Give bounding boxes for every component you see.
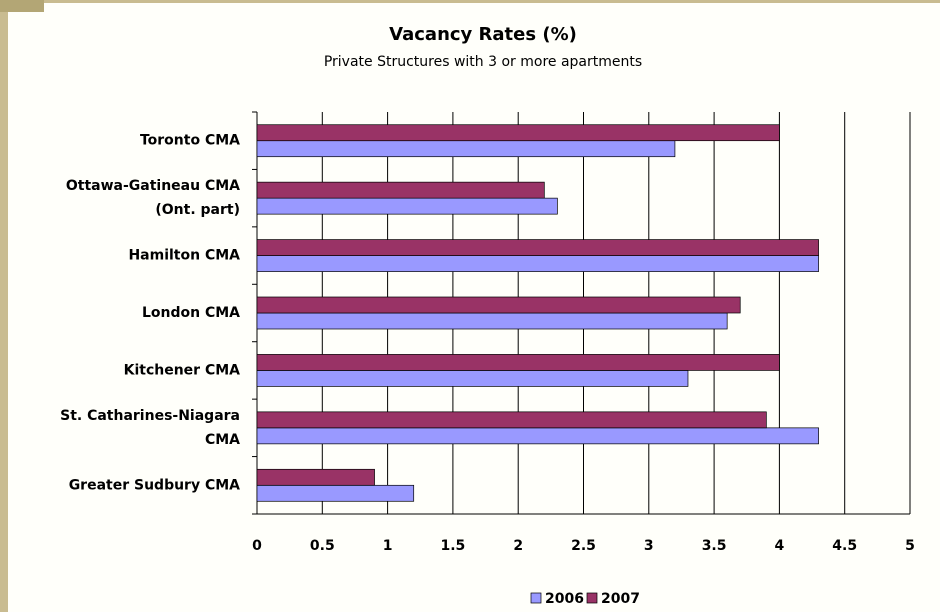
legend-swatch <box>586 592 598 604</box>
y-tick-label-line: Greater Sudbury CMA <box>69 477 240 493</box>
x-tick-label: 1 <box>383 538 393 554</box>
y-tick-label: Ottawa-Gatineau CMA (Ont. part) <box>66 178 240 218</box>
legend-swatch <box>530 592 542 604</box>
y-tick-label-line: Ottawa-Gatineau CMA <box>66 178 240 194</box>
x-tick-label: 1.5 <box>440 538 465 554</box>
x-tick-label: 4 <box>775 538 785 554</box>
y-tick-label: Kitchener CMA <box>124 362 241 378</box>
bar <box>256 427 819 445</box>
bar <box>256 239 819 256</box>
x-tick-label: 3.5 <box>702 538 727 554</box>
x-tick-label: 4.5 <box>832 538 857 554</box>
bar <box>256 140 676 158</box>
bar <box>256 411 767 429</box>
y-tick-label-line: London CMA <box>142 305 240 321</box>
bar <box>256 312 728 330</box>
bar <box>256 197 558 215</box>
y-tick-label-line: Toronto CMA <box>140 133 240 149</box>
frame-corner <box>0 0 44 12</box>
y-tick-label-line: Hamilton CMA <box>128 248 240 264</box>
legend-label: 2007 <box>601 591 640 607</box>
frame-top <box>0 0 940 3</box>
bar <box>256 296 741 314</box>
y-tick-label: St. Catharines-Niagara CMA <box>60 408 240 448</box>
y-tick-label: London CMA <box>142 305 240 321</box>
bar <box>256 354 780 371</box>
y-tick-label: Hamilton CMA <box>128 248 240 264</box>
bar <box>256 468 375 486</box>
y-tick-label: Greater Sudbury CMA <box>69 477 240 493</box>
frame-left <box>0 0 8 612</box>
y-tick-label-line: (Ont. part) <box>155 202 240 218</box>
x-tick-label: 0.5 <box>310 538 335 554</box>
y-tick-label-line: St. Catharines-Niagara <box>60 408 240 424</box>
bar <box>256 484 415 502</box>
y-tick-label-line: CMA <box>205 432 240 448</box>
bar <box>256 255 819 272</box>
x-tick-label: 3 <box>644 538 654 554</box>
x-tick-label: 2 <box>513 538 523 554</box>
bar <box>256 370 689 387</box>
x-tick-label: 2.5 <box>571 538 596 554</box>
y-tick-label-line: Kitchener CMA <box>124 362 241 378</box>
chart-subtitle: Private Structures with 3 or more apartm… <box>324 54 642 70</box>
x-tick-label: 0 <box>252 538 262 554</box>
chart-title: Vacancy Rates (%) <box>389 24 577 45</box>
y-tick-label: Toronto CMA <box>140 133 240 149</box>
bar <box>256 124 780 142</box>
x-tick-label: 5 <box>905 538 915 554</box>
bar <box>256 181 545 199</box>
legend-label: 2006 <box>545 591 584 607</box>
